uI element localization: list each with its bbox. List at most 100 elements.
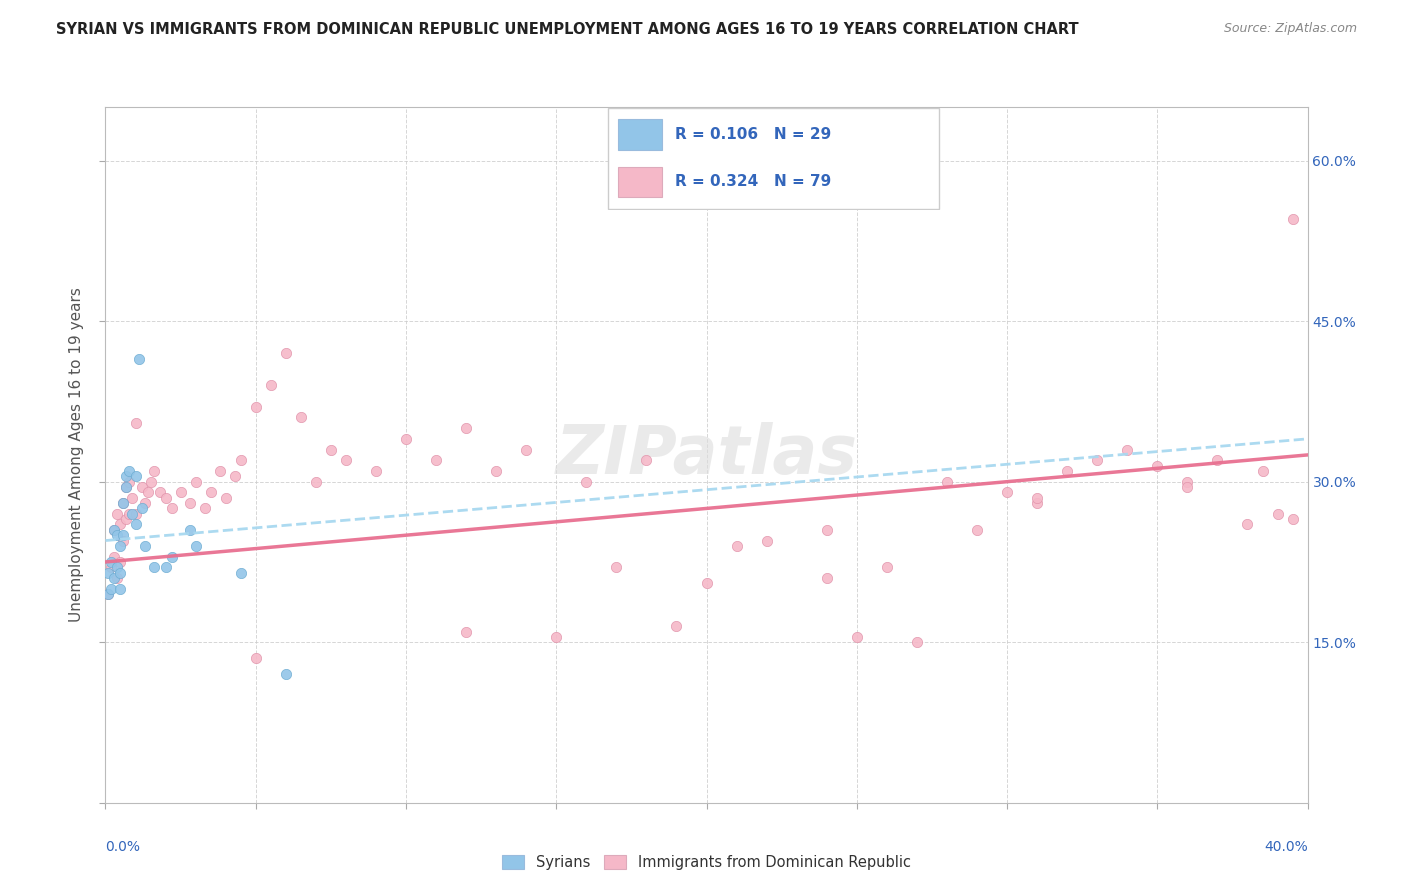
Point <box>118 464 141 478</box>
Point <box>425 453 447 467</box>
Point <box>110 582 132 596</box>
Point <box>274 667 297 681</box>
Point <box>1281 512 1303 526</box>
Point <box>107 507 129 521</box>
Point <box>290 410 312 425</box>
Point <box>905 635 928 649</box>
Point <box>112 496 135 510</box>
Point <box>97 587 120 601</box>
Text: ZIPatlas: ZIPatlas <box>555 422 858 488</box>
Point <box>454 421 477 435</box>
Point <box>142 560 165 574</box>
Point <box>966 523 988 537</box>
Point <box>115 480 138 494</box>
Point <box>160 501 183 516</box>
Point <box>876 560 898 574</box>
Point <box>1267 507 1289 521</box>
Point <box>118 507 141 521</box>
Point <box>1026 491 1049 505</box>
Point <box>194 501 217 516</box>
Point <box>110 517 132 532</box>
Point <box>395 432 418 446</box>
Point <box>1175 475 1198 489</box>
Point <box>845 630 868 644</box>
Point <box>696 576 718 591</box>
Text: Source: ZipAtlas.com: Source: ZipAtlas.com <box>1223 22 1357 36</box>
Point <box>139 475 162 489</box>
Point <box>124 507 146 521</box>
Point <box>103 523 125 537</box>
Text: R = 0.324   N = 79: R = 0.324 N = 79 <box>675 175 832 189</box>
Point <box>335 453 357 467</box>
Point <box>454 624 477 639</box>
Point <box>160 549 183 564</box>
Point <box>1175 480 1198 494</box>
Point <box>134 539 156 553</box>
Point <box>245 651 267 665</box>
Point <box>110 539 132 553</box>
Point <box>121 491 143 505</box>
Point <box>97 566 120 580</box>
Point <box>100 555 122 569</box>
Point <box>1281 212 1303 227</box>
Point <box>107 528 129 542</box>
Point <box>100 560 122 574</box>
Point <box>115 480 138 494</box>
Point <box>115 512 138 526</box>
Point <box>136 485 159 500</box>
Point <box>319 442 342 457</box>
Point <box>128 351 150 366</box>
Point <box>103 571 125 585</box>
Point <box>515 442 537 457</box>
Point <box>184 475 207 489</box>
Point <box>208 464 231 478</box>
Point <box>214 491 236 505</box>
Point <box>112 528 135 542</box>
FancyBboxPatch shape <box>607 108 939 209</box>
Point <box>148 485 170 500</box>
Point <box>575 475 598 489</box>
Point <box>131 501 153 516</box>
Point <box>112 496 135 510</box>
Point <box>260 378 283 392</box>
Point <box>97 587 120 601</box>
Point <box>200 485 222 500</box>
Point <box>229 566 252 580</box>
Point <box>142 464 165 478</box>
Point <box>1026 496 1049 510</box>
Point <box>155 560 177 574</box>
Point <box>107 560 129 574</box>
Point <box>485 464 508 478</box>
Point <box>131 480 153 494</box>
Point <box>636 453 658 467</box>
FancyBboxPatch shape <box>619 167 662 197</box>
Point <box>245 400 267 414</box>
Point <box>546 630 568 644</box>
Point <box>112 533 135 548</box>
Legend: Syrians, Immigrants from Dominican Republic: Syrians, Immigrants from Dominican Repub… <box>496 849 917 876</box>
Point <box>1251 464 1274 478</box>
Point <box>605 560 627 574</box>
Point <box>936 475 959 489</box>
Point <box>179 496 201 510</box>
Point <box>1206 453 1229 467</box>
Point <box>124 416 146 430</box>
Point <box>1146 458 1168 473</box>
Point <box>124 517 146 532</box>
Point <box>103 549 125 564</box>
Point <box>1085 453 1108 467</box>
Point <box>1236 517 1258 532</box>
Point <box>155 491 177 505</box>
Point <box>725 539 748 553</box>
Y-axis label: Unemployment Among Ages 16 to 19 years: Unemployment Among Ages 16 to 19 years <box>69 287 84 623</box>
Point <box>184 539 207 553</box>
Point <box>274 346 297 360</box>
Point <box>815 571 838 585</box>
Point <box>755 533 778 548</box>
Point <box>1116 442 1139 457</box>
Point <box>665 619 688 633</box>
FancyBboxPatch shape <box>619 120 662 150</box>
Point <box>103 523 125 537</box>
Point <box>1056 464 1078 478</box>
Point <box>305 475 328 489</box>
